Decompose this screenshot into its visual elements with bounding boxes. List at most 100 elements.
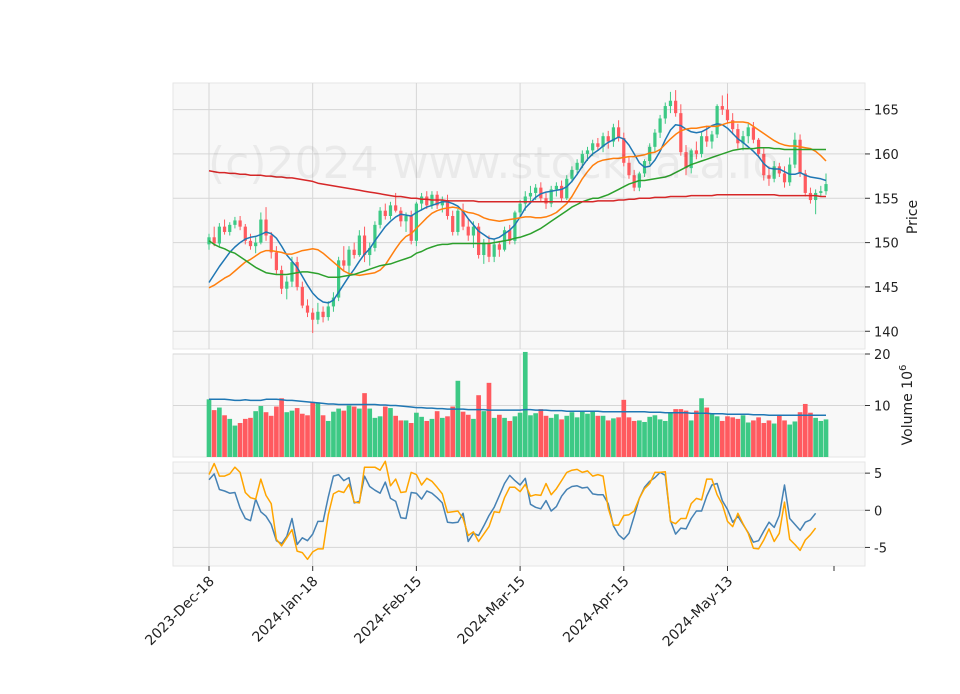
volume-bar <box>217 407 222 457</box>
volume-bar <box>460 411 466 457</box>
volume-bar <box>419 416 424 457</box>
candle-body <box>451 216 455 232</box>
candle-body <box>233 220 237 225</box>
candle-body <box>554 185 558 190</box>
candle-body <box>487 242 491 257</box>
candle-body <box>756 139 761 154</box>
volume-bar <box>548 417 554 457</box>
volume-bar <box>367 408 373 457</box>
volume-bar <box>626 417 632 457</box>
candle-body <box>259 219 263 243</box>
candle-body <box>316 311 320 320</box>
volume-bar <box>222 415 227 457</box>
volume-bar <box>372 417 378 457</box>
price-y-tick-label: 155 <box>874 192 899 207</box>
oscillator-line-2 <box>208 460 817 561</box>
candle-body <box>705 136 709 142</box>
volume-bar <box>823 419 829 457</box>
volume-bar <box>533 413 538 457</box>
moving-average-line-2 <box>208 121 827 289</box>
volume-bar <box>761 423 767 457</box>
candle-body <box>580 153 584 163</box>
volume-bar <box>310 401 316 457</box>
candle-body <box>238 220 242 227</box>
volume-bar <box>450 406 456 457</box>
candle-body <box>440 200 444 206</box>
candle-body <box>720 106 724 110</box>
volume-bar <box>709 413 715 457</box>
candle-body <box>725 109 730 121</box>
volume-bar <box>808 412 813 457</box>
candle-body <box>508 230 512 241</box>
candle-body <box>394 205 398 211</box>
volume-bar <box>621 399 627 457</box>
volume-bar <box>818 420 824 457</box>
volume-bar <box>652 415 658 457</box>
volume-bar <box>253 411 258 457</box>
candle-body <box>456 210 460 232</box>
volume-bar <box>740 415 746 457</box>
volume-bar <box>751 420 756 457</box>
candle-body <box>279 270 284 289</box>
candle-body <box>694 150 698 154</box>
volume-bar <box>414 412 419 457</box>
candle-body <box>482 242 486 256</box>
volume-bar <box>543 415 549 457</box>
volume-bar <box>434 411 440 457</box>
volume-bar <box>497 414 502 457</box>
candle-body <box>611 127 616 142</box>
volume-bar <box>299 413 305 457</box>
volume-bar <box>590 410 596 457</box>
candle-body <box>305 305 310 313</box>
volume-bar <box>227 418 233 457</box>
volume-bar <box>657 419 663 457</box>
volume-bar <box>398 420 404 457</box>
candle-body <box>228 224 232 232</box>
candle-body <box>539 187 543 199</box>
candle-body <box>492 244 496 257</box>
volume-bar <box>595 415 601 457</box>
candle-body <box>362 235 367 256</box>
volume-bar <box>455 380 461 457</box>
volume-bar <box>393 415 398 457</box>
volume-bar <box>704 407 710 457</box>
volume-bar <box>730 417 736 457</box>
candle-body <box>808 192 813 201</box>
candle-body <box>674 100 678 114</box>
oscillator-y-tick-label: -5 <box>874 541 887 556</box>
candle-body <box>819 191 823 193</box>
candle-body <box>414 203 419 241</box>
candle-body <box>368 247 372 256</box>
candle-body <box>715 106 719 135</box>
x-tick-label: 2023-Dec-18 <box>142 574 217 649</box>
candle-body <box>321 311 325 318</box>
volume-bar <box>408 423 414 457</box>
volume-bar <box>637 420 642 457</box>
volume-bar <box>792 421 798 457</box>
volume-bar <box>362 393 367 457</box>
candle-body <box>622 137 626 163</box>
volume-axis-label: Volume 106 <box>898 365 916 446</box>
volume-bar <box>429 418 435 457</box>
candle-body <box>741 136 745 144</box>
candle-body <box>290 262 294 282</box>
candle-body <box>679 113 683 153</box>
volume-bar <box>766 420 772 457</box>
candle-body <box>746 127 750 137</box>
oscillator-panel: -5 0 5 <box>172 460 887 567</box>
volume-bar <box>771 423 777 457</box>
moving-average-line-3 <box>208 146 826 278</box>
candle-body <box>814 192 818 201</box>
candle-body <box>668 100 673 107</box>
candle-body <box>383 210 387 216</box>
volume-bar <box>331 411 336 457</box>
candle-body <box>357 235 361 256</box>
candle-body <box>217 226 221 244</box>
volume-bar <box>631 420 637 457</box>
volume-bar <box>294 408 300 457</box>
volume-bar <box>683 410 689 457</box>
candle-body <box>399 210 403 222</box>
price-y-tick-label: 150 <box>874 237 899 252</box>
